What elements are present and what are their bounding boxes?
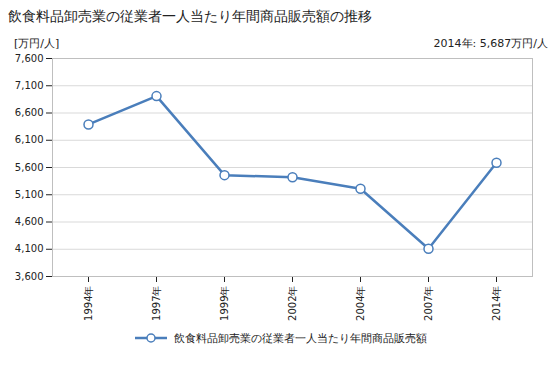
svg-text:2002年: 2002年: [287, 286, 298, 321]
html-text:飲食料品卸売業の従業者一人当たり年間商品販売額: 飲食料品卸売業の従業者一人当たり年間商品販売額: [173, 331, 427, 345]
html-text:飲食料品卸売業の従業者一人当たり年間商品販売額の推移: 飲食料品卸売業の従業者一人当たり年間商品販売額の推移: [8, 8, 372, 24]
svg-text:2004年: 2004年: [355, 286, 366, 321]
svg-text:1997年: 1997年: [151, 286, 162, 321]
svg-text:4,100: 4,100: [15, 243, 44, 254]
svg-text:1999年: 1999年: [219, 286, 230, 321]
html-text:[万円/人]: [万円/人]: [14, 37, 60, 50]
svg-text:1994年: 1994年: [83, 286, 94, 321]
svg-text:7,600: 7,600: [15, 53, 44, 64]
svg-text:5,600: 5,600: [15, 162, 44, 173]
svg-text:6,600: 6,600: [15, 107, 44, 118]
svg-text:6,100: 6,100: [15, 134, 44, 145]
html-text:2014年: 5,687万円/人: 2014年: 5,687万円/人: [433, 37, 548, 50]
svg-text:4,600: 4,600: [15, 216, 44, 227]
svg-text:2007年: 2007年: [423, 286, 434, 321]
svg-text:5,100: 5,100: [15, 189, 44, 200]
svg-text:7,100: 7,100: [15, 80, 44, 91]
svg-text:3,600: 3,600: [15, 271, 44, 282]
svg-text:2014年: 2014年: [491, 286, 502, 321]
